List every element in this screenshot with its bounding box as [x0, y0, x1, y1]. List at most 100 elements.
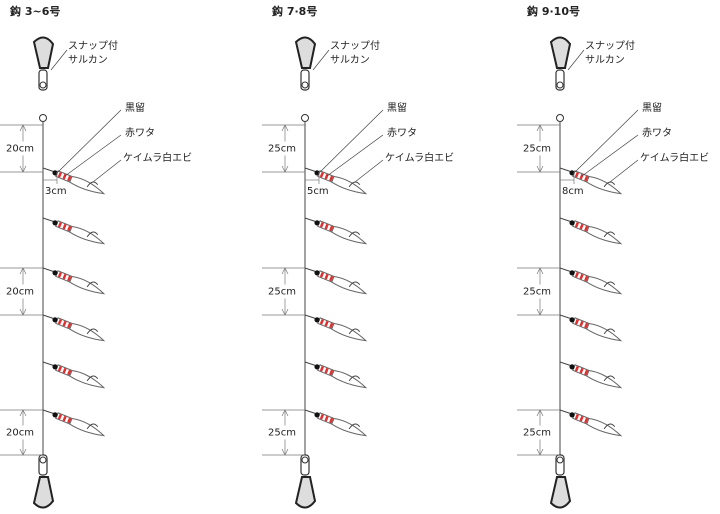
red-band	[324, 415, 329, 422]
red-band	[62, 223, 67, 230]
hook-lure	[42, 314, 106, 342]
dim-bg	[265, 284, 299, 299]
red-band	[579, 367, 584, 374]
red-band	[67, 175, 72, 182]
dim-bg	[520, 141, 554, 156]
black-stop	[52, 220, 58, 226]
lure	[52, 270, 106, 295]
black-stop	[569, 317, 575, 323]
hook-curl	[603, 181, 616, 188]
red-band	[584, 275, 589, 282]
lure-body	[69, 417, 106, 437]
red-band	[62, 367, 67, 374]
part-label: 赤ワタ	[642, 127, 672, 139]
part-label: 黒留	[642, 101, 662, 114]
dim-label: 25cm	[268, 144, 296, 155]
red-band	[57, 366, 63, 372]
hook-curl	[603, 423, 616, 430]
rig-title: 鈎 3~6号	[10, 4, 60, 18]
dim-label: 25cm	[268, 287, 296, 298]
snap	[294, 476, 317, 509]
red-band	[62, 415, 67, 422]
snap	[549, 476, 572, 509]
black-stop	[314, 364, 320, 370]
red-band	[67, 225, 72, 232]
part-label: ケイムラ白エビ	[123, 151, 192, 164]
part-label: ケイムラ白エビ	[640, 151, 709, 164]
part-label: 赤ワタ	[387, 127, 417, 139]
red-band	[329, 275, 334, 282]
red-band	[584, 369, 589, 376]
snap-label: スナップ付	[330, 39, 380, 52]
hook-lure	[304, 217, 368, 245]
hook-curl	[86, 281, 99, 288]
lure	[314, 412, 368, 437]
hook-curl	[603, 328, 616, 335]
dim-label: 20cm	[6, 287, 34, 298]
ring	[39, 114, 47, 122]
hook-lure	[559, 409, 623, 437]
hook-lure	[559, 217, 623, 245]
black-stop	[569, 412, 575, 418]
branch-label: 5cm	[307, 186, 329, 197]
branch-label: 8cm	[562, 186, 584, 197]
red-band	[329, 417, 334, 424]
red-band	[574, 319, 580, 325]
snap-label: スナップ付	[585, 39, 635, 52]
leader	[609, 159, 639, 183]
black-stop	[314, 220, 320, 226]
red-band	[324, 223, 329, 230]
red-band	[579, 223, 584, 230]
leader	[64, 134, 122, 177]
arrow	[536, 267, 544, 316]
black-stop	[52, 270, 58, 276]
hook-lure	[304, 409, 368, 437]
red-band	[584, 417, 589, 424]
leader	[318, 109, 384, 174]
red-band	[67, 275, 72, 282]
hook-lure	[559, 361, 623, 389]
red-band	[584, 175, 589, 182]
leader	[56, 109, 122, 174]
red-band	[319, 272, 325, 278]
hook-lure	[304, 361, 368, 389]
lure-body	[586, 417, 623, 437]
lure	[569, 220, 623, 245]
lure	[314, 220, 368, 245]
black-stop	[569, 270, 575, 276]
red-band	[329, 369, 334, 376]
lure	[52, 317, 106, 342]
dim-label: 25cm	[523, 144, 551, 155]
hook-curl	[86, 181, 99, 188]
leader	[354, 159, 384, 183]
red-band	[57, 414, 63, 420]
branch-label: 3cm	[45, 186, 67, 197]
lure	[52, 364, 106, 389]
hook-curl	[86, 328, 99, 335]
red-band	[329, 225, 334, 232]
dim-bg	[520, 284, 554, 299]
snap-label: サルカン	[68, 54, 108, 66]
lure-body	[69, 175, 106, 195]
hook-lure	[559, 314, 623, 342]
hook-lure	[304, 267, 368, 295]
lure	[52, 220, 106, 245]
red-band	[324, 273, 329, 280]
hook-curl	[86, 423, 99, 430]
dim-label: 25cm	[268, 428, 296, 439]
part-label: 赤ワタ	[125, 127, 155, 139]
ring	[556, 81, 564, 89]
lure-body	[586, 175, 623, 195]
leader	[50, 49, 68, 71]
dim-bg	[520, 425, 554, 440]
hook-curl	[348, 281, 361, 288]
arrow	[281, 409, 289, 456]
swivel	[555, 69, 565, 91]
hook-curl	[603, 375, 616, 382]
lure-body	[586, 322, 623, 342]
lure-body	[331, 175, 368, 195]
arrow	[281, 267, 289, 316]
